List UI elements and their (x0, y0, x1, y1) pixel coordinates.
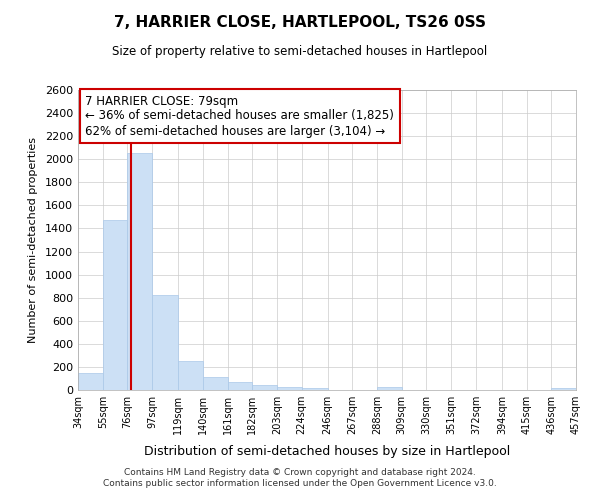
Bar (377, 387, 402, 390)
Bar (302, 388, 328, 390)
Bar (178, 360, 203, 390)
Bar (152, 295, 178, 390)
Bar (551, 388, 576, 390)
Bar (127, 154, 152, 390)
Text: Contains HM Land Registry data © Crown copyright and database right 2024.
Contai: Contains HM Land Registry data © Crown c… (103, 468, 497, 487)
Bar (78, 372, 103, 390)
Bar (203, 376, 227, 390)
Text: 7 HARRIER CLOSE: 79sqm
← 36% of semi-detached houses are smaller (1,825)
62% of : 7 HARRIER CLOSE: 79sqm ← 36% of semi-det… (85, 94, 394, 138)
Text: 7, HARRIER CLOSE, HARTLEPOOL, TS26 0SS: 7, HARRIER CLOSE, HARTLEPOOL, TS26 0SS (114, 15, 486, 30)
Text: Size of property relative to semi-detached houses in Hartlepool: Size of property relative to semi-detach… (112, 45, 488, 58)
Bar (277, 387, 302, 390)
Bar (252, 385, 277, 390)
Y-axis label: Number of semi-detached properties: Number of semi-detached properties (28, 137, 38, 343)
Bar (227, 382, 252, 390)
X-axis label: Distribution of semi-detached houses by size in Hartlepool: Distribution of semi-detached houses by … (144, 446, 510, 458)
Bar (103, 220, 127, 390)
